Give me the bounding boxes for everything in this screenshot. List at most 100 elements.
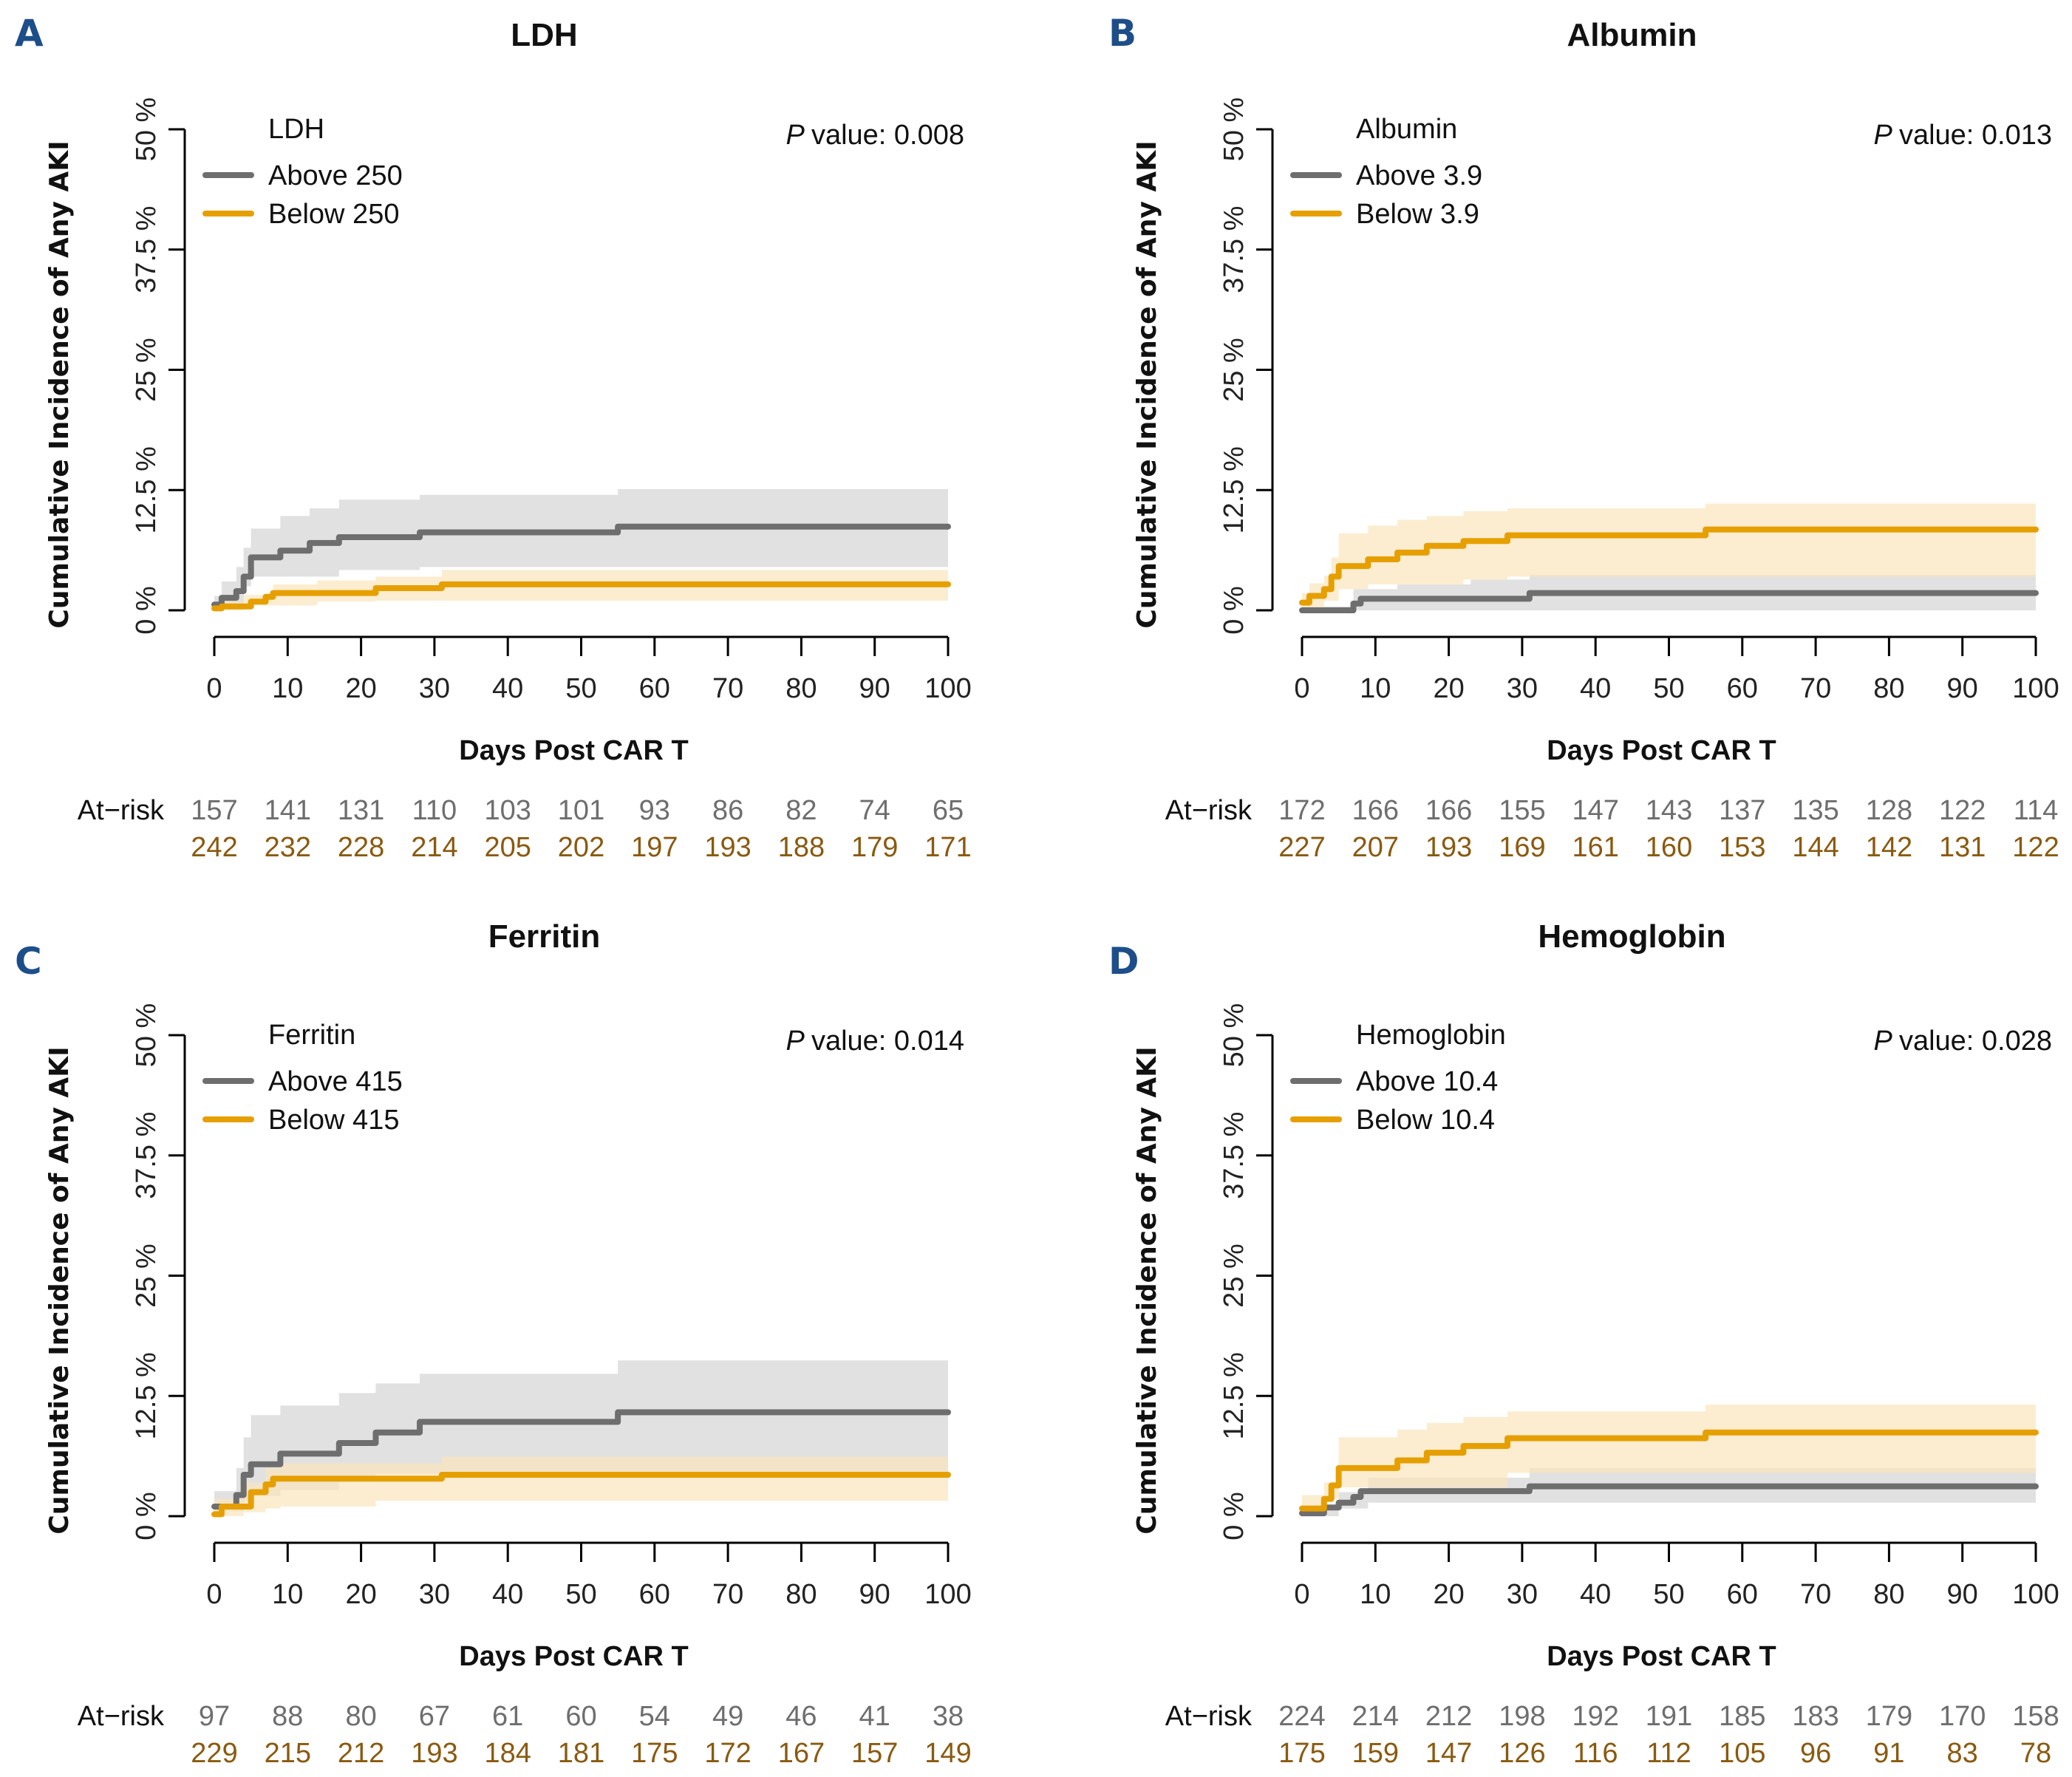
at-risk-below: 105 (1719, 1738, 1765, 1769)
y-tick-label: 25 % (131, 1244, 162, 1308)
at-risk-above: 61 (492, 1701, 523, 1732)
y-axis-label: Cumulative Incidence of Any AKI (1132, 140, 1162, 628)
p-value-text: value: 0.014 (811, 1026, 964, 1057)
x-tick-label: 40 (492, 673, 523, 704)
x-tick-label: 20 (345, 673, 376, 704)
at-risk-above: 54 (639, 1701, 670, 1732)
at-risk-above: 110 (412, 795, 457, 826)
at-risk-below: 202 (558, 832, 604, 863)
y-tick-label: 0 % (1219, 1492, 1250, 1540)
at-risk-above: 166 (1425, 795, 1472, 826)
y-tick-label: 50 % (131, 1003, 162, 1068)
legend-label-below: Below 10.4 (1356, 1105, 1495, 1136)
at-risk-below: 160 (1646, 832, 1692, 863)
x-tick-label: 70 (712, 1579, 743, 1610)
x-tick-label: 70 (1800, 673, 1831, 704)
curve-below (211, 581, 951, 612)
curve-below (211, 1472, 951, 1518)
x-tick-label: 100 (924, 1579, 971, 1610)
panel-b: B Albumin 0 % 12.5 % 25 % 37.5 % 50 % Cumulativ… (1108, 12, 2059, 863)
at-risk-above: 198 (1499, 1701, 1545, 1732)
at-risk-above: 157 (191, 795, 237, 826)
x-tick-label: 50 (1653, 673, 1684, 704)
x-tick-label: 60 (1727, 1579, 1758, 1610)
legend-title: Ferritin (268, 1020, 355, 1051)
curve-below (1299, 526, 2039, 606)
at-risk-above: 143 (1646, 795, 1692, 826)
x-tick-label: 30 (1507, 1579, 1538, 1610)
x-tick-label: 90 (859, 673, 890, 704)
at-risk-above: 122 (1939, 795, 1986, 826)
y-tick-label: 0 % (131, 586, 162, 634)
x-tick-label: 50 (565, 673, 596, 704)
at-risk-above: 137 (1719, 795, 1765, 826)
at-risk-below: 229 (191, 1738, 237, 1769)
at-risk-above: 49 (712, 1701, 743, 1732)
at-risk-below: 212 (338, 1738, 384, 1769)
at-risk-below: 116 (1573, 1738, 1618, 1769)
p-value-symbol: P (785, 120, 811, 151)
y-tick-label: 50 % (1219, 1003, 1250, 1068)
at-risk-below: 179 (851, 832, 898, 863)
at-risk-below: 172 (704, 1738, 751, 1769)
legend-label-below: Below 250 (268, 199, 399, 230)
x-tick-label: 80 (785, 1579, 817, 1610)
p-value-symbol: P (785, 1026, 811, 1057)
ci-band-above (214, 1360, 948, 1516)
p-value: P value: 0.028 (1873, 1026, 2052, 1057)
at-risk-below: 167 (778, 1738, 825, 1769)
ci-band-above (214, 488, 948, 610)
at-risk-below: 207 (1352, 832, 1399, 863)
at-risk-below: 214 (411, 832, 457, 863)
at-risk-above: 74 (859, 795, 890, 826)
at-risk-above: 224 (1278, 1701, 1325, 1732)
x-tick-label: 20 (345, 1579, 376, 1610)
at-risk-above: 101 (558, 795, 604, 826)
x-axis-label: Days Post CAR T (459, 1641, 688, 1672)
y-axis-label: Cumulative Incidence of Any AKI (44, 140, 75, 628)
legend-label-above: Above 415 (268, 1066, 403, 1097)
at-risk-below: 205 (484, 832, 531, 863)
y-tick-label: 12.5 % (1219, 446, 1250, 533)
p-value-text: value: 0.013 (1899, 120, 2052, 151)
at-risk-above: 128 (1866, 795, 1912, 826)
panel-letter: A (15, 12, 44, 55)
at-risk-above: 93 (639, 795, 670, 826)
x-tick-label: 60 (639, 673, 670, 704)
p-value-symbol: P (1873, 1026, 1899, 1057)
y-tick-label: 12.5 % (131, 446, 162, 533)
at-risk-above: 158 (2012, 1701, 2059, 1732)
panel-d: D Hemoglobin 0 % 12.5 % 25 % 37.5 % 50 % Cumula… (1108, 918, 2059, 1769)
x-tick-label: 50 (565, 1579, 596, 1610)
at-risk-below: 181 (558, 1738, 604, 1769)
at-risk-below: 159 (1352, 1738, 1399, 1769)
at-risk-below: 144 (1792, 832, 1838, 863)
at-risk-below: 227 (1278, 832, 1325, 863)
x-tick-label: 90 (1947, 673, 1978, 704)
at-risk-below: 78 (2020, 1738, 2051, 1769)
at-risk-above: 88 (272, 1701, 303, 1732)
at-risk-below: 197 (631, 832, 678, 863)
legend-label-below: Below 3.9 (1356, 199, 1479, 230)
legend-label-below: Below 415 (268, 1105, 399, 1136)
at-risk-below: 147 (1425, 1738, 1472, 1769)
x-tick-label: 10 (272, 673, 303, 704)
at-risk-label: At−risk (1165, 1701, 1253, 1732)
panel-letter: B (1108, 12, 1136, 55)
y-tick-label: 0 % (131, 1492, 162, 1540)
y-tick-label: 37.5 % (131, 206, 162, 293)
y-tick-label: 12.5 % (1219, 1352, 1250, 1439)
at-risk-below: 149 (924, 1738, 971, 1769)
at-risk-label: At−risk (78, 795, 165, 826)
at-risk-below: 142 (1866, 832, 1912, 863)
x-tick-label: 30 (419, 1579, 450, 1610)
at-risk-above: 38 (933, 1701, 964, 1732)
at-risk-below: 112 (1646, 1738, 1691, 1769)
legend-title: Hemoglobin (1356, 1020, 1506, 1051)
at-risk-below: 175 (1278, 1738, 1325, 1769)
at-risk-below: 91 (1873, 1738, 1904, 1769)
x-tick-label: 50 (1653, 1579, 1684, 1610)
at-risk-below: 122 (2012, 832, 2059, 863)
at-risk-above: 185 (1719, 1701, 1765, 1732)
